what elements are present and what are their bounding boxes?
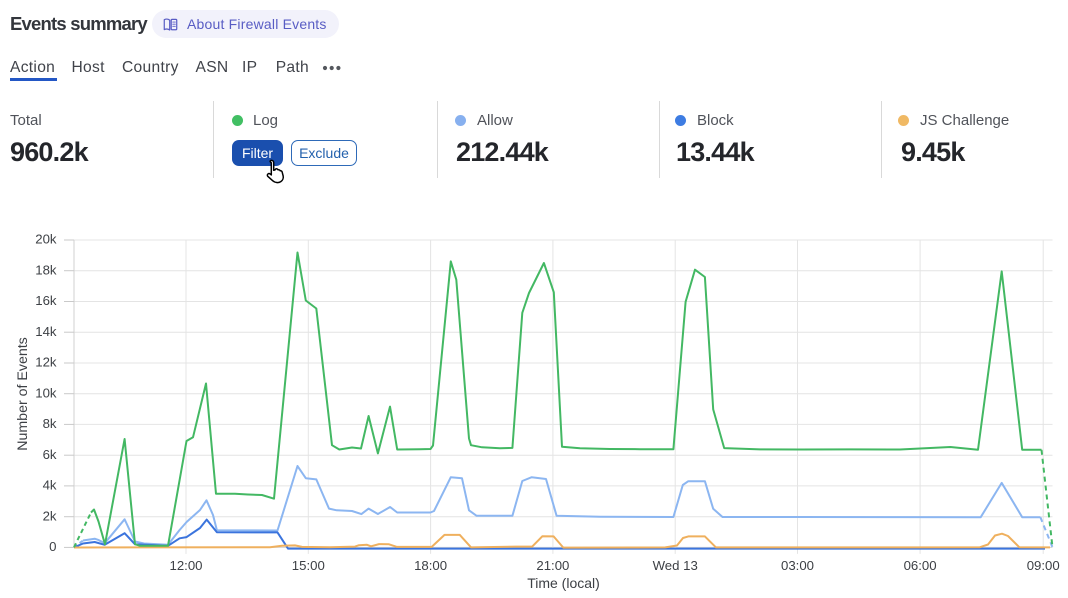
svg-text:4k: 4k [43,478,57,493]
svg-text:18:00: 18:00 [414,558,447,573]
svg-text:Time (local): Time (local) [527,575,600,591]
svg-text:Wed 13: Wed 13 [653,558,698,573]
svg-text:12k: 12k [35,355,57,370]
svg-text:6k: 6k [43,447,57,462]
svg-text:14k: 14k [35,324,57,339]
svg-text:16k: 16k [35,293,57,308]
svg-text:12:00: 12:00 [169,558,202,573]
svg-text:20k: 20k [35,232,57,247]
svg-text:15:00: 15:00 [292,558,325,573]
svg-text:10k: 10k [35,385,57,400]
svg-text:03:00: 03:00 [781,558,814,573]
svg-text:8k: 8k [43,416,57,431]
svg-text:06:00: 06:00 [904,558,937,573]
svg-text:21:00: 21:00 [536,558,569,573]
svg-text:0: 0 [49,539,56,554]
svg-text:18k: 18k [35,262,57,277]
svg-text:Number of Events: Number of Events [15,337,31,451]
svg-text:09:00: 09:00 [1027,558,1060,573]
svg-text:2k: 2k [43,508,57,523]
